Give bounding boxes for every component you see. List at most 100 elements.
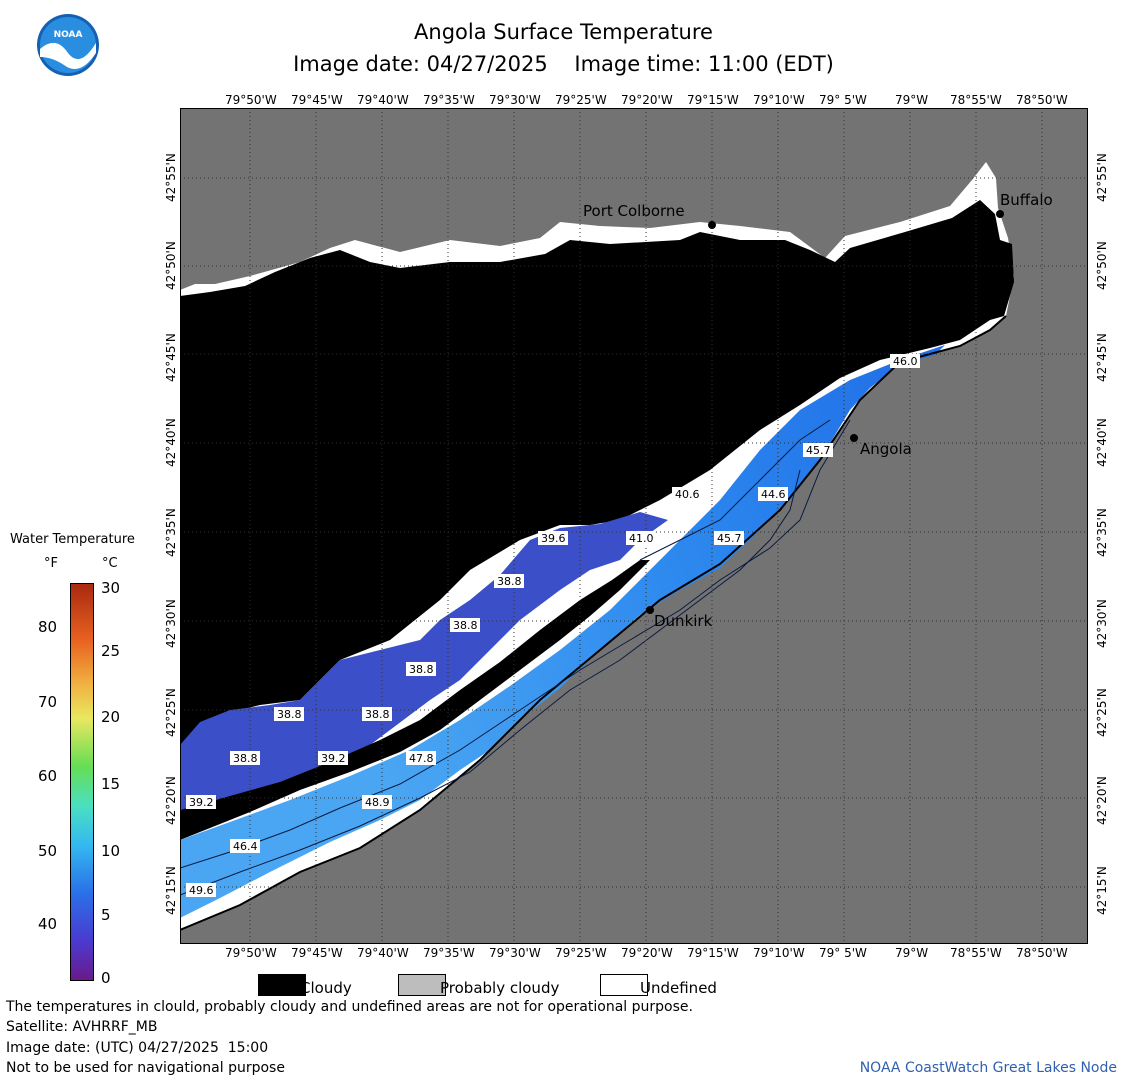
lon-tick: 79°35'W [423,93,475,107]
c-tick: 20 [101,708,121,726]
temp-label: 38.8 [409,663,434,676]
footer-disclaimer: The temperatures in clould, probably clo… [6,999,693,1015]
temp-labels: 46.0 45.7 44.6 40.6 41.0 45.7 39.6 38.8 … [186,354,920,897]
lat-tick: 42°45'N [1095,333,1109,382]
lon-tick: 79°10'W [753,946,805,960]
f-tick: 60 [38,767,58,785]
isotherm [639,419,831,561]
lat-tick: 42°30'N [164,599,178,648]
credit-link[interactable]: NOAA CoastWatch Great Lakes Node [859,1060,1117,1076]
temp-label: 40.6 [675,488,700,501]
lat-tick: 42°50'N [164,241,178,290]
lon-tick: 79°W [895,93,929,107]
lat-tick: 42°35'N [164,508,178,557]
lon-tick: 78°55'W [950,93,1002,107]
map-title: Angola Surface Temperature [414,20,713,44]
legend-title: Water Temperature [10,532,135,547]
lon-tick: 79°20'W [621,946,673,960]
map-subtitle: Image date: 04/27/2025 Image time: 11:00… [293,52,834,76]
color-scale-bar [70,583,94,981]
lon-tick: 79°40'W [357,946,409,960]
temp-label: 49.6 [189,884,214,897]
cloud-region [180,200,1014,745]
probably-cloudy-label: Probably cloudy [440,979,560,997]
dunkirk-marker [646,606,654,614]
footer-utc-date: Image date: (UTC) 04/27/2025 15:00 [6,1040,269,1056]
temp-label: 38.8 [277,708,302,721]
lat-tick: 42°15'N [1095,866,1109,915]
temp-label: 44.6 [761,488,786,501]
lat-tick: 42°25'N [164,688,178,737]
cloud-gap [180,560,650,840]
lon-tick: 79°45'W [291,93,343,107]
f-tick: 40 [38,915,58,933]
isotherm [180,469,801,896]
lon-tick: 79°45'W [291,946,343,960]
lon-tick: 79°20'W [621,93,673,107]
lon-tick: 79°15'W [687,946,739,960]
noaa-logo: NOAA [37,14,99,76]
lon-tick: 78°50'W [1016,946,1068,960]
lat-tick: 42°40'N [164,418,178,467]
undefined-label: Undefined [640,979,717,997]
temp-label: 46.0 [893,355,918,368]
lon-tick: 79°35'W [423,946,475,960]
lat-tick: 42°20'N [164,776,178,825]
f-tick: 70 [38,693,58,711]
lat-tick: 42°55'N [164,153,178,202]
lon-tick: 79°30'W [489,946,541,960]
svg-text:NOAA: NOAA [54,30,83,40]
temp-label: 38.8 [233,752,258,765]
c-tick: 10 [101,842,121,860]
lon-tick: 79°10'W [753,93,805,107]
cloudy-label: Cloudy [300,979,352,997]
footer-satellite: Satellite: AVHRRF_MB [6,1019,158,1035]
lon-tick: 78°50'W [1016,93,1068,107]
lon-tick: 79°30'W [489,93,541,107]
temp-label: 38.8 [453,619,478,632]
port-colborne-label: Port Colborne [583,202,685,220]
lon-tick: 79°25'W [555,946,607,960]
temp-label: 39.2 [189,796,214,809]
lon-tick: 79° 5'W [819,93,867,107]
legend-unit-f: °F [44,556,58,571]
lon-tick: 79° 5'W [819,946,867,960]
nearshore-water [180,345,945,918]
temp-label: 38.8 [365,708,390,721]
buffalo-marker [996,210,1004,218]
dunkirk-label: Dunkirk [654,612,713,630]
legend-unit-c: °C [102,556,118,571]
temp-label: 39.6 [541,532,566,545]
c-tick: 30 [101,579,121,597]
angola-label: Angola [860,440,912,458]
lon-tick: 79°W [895,946,929,960]
lon-tick: 79°15'W [687,93,739,107]
probably-cloudy-swatch [398,974,446,996]
lon-tick: 79°40'W [357,93,409,107]
temp-label: 41.0 [629,532,654,545]
f-tick: 50 [38,842,58,860]
undefined-swatch [600,974,648,996]
lat-tick: 42°50'N [1095,241,1109,290]
lon-tick: 78°55'W [950,946,1002,960]
buffalo-label: Buffalo [1000,191,1053,209]
lon-tick: 79°50'W [225,93,277,107]
cloudy-swatch [258,974,306,996]
isotherm [180,419,851,869]
f-tick: 80 [38,618,58,636]
lon-tick: 79°25'W [555,93,607,107]
lat-tick: 42°20'N [1095,776,1109,825]
temp-label: 39.2 [321,752,346,765]
temp-label: 48.9 [365,796,390,809]
lat-tick: 42°40'N [1095,418,1109,467]
lat-tick: 42°25'N [1095,688,1109,737]
temp-label: 45.7 [806,444,831,457]
graticule [180,108,1088,944]
temp-label: 38.8 [497,575,522,588]
lat-tick: 42°15'N [164,866,178,915]
temp-label: 46.4 [233,840,258,853]
temp-label: 45.7 [717,532,742,545]
c-tick: 0 [101,969,111,987]
lat-tick: 42°35'N [1095,508,1109,557]
offshore-water [180,512,668,810]
